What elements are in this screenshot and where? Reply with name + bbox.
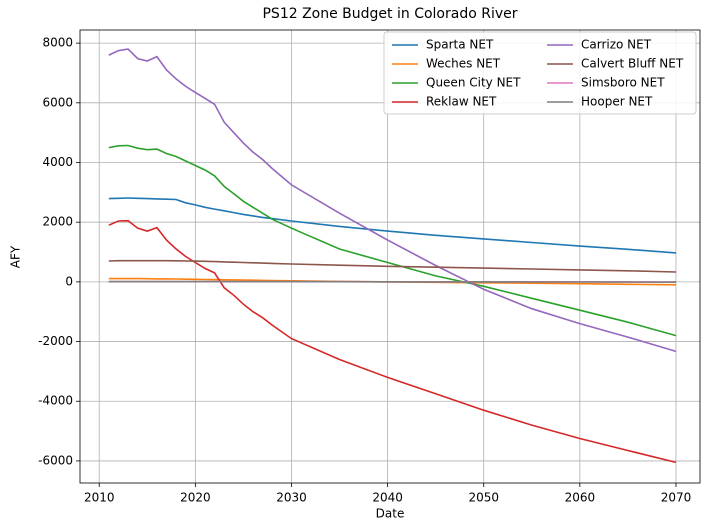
y-tick-label: 8000: [42, 36, 73, 50]
legend-box: [383, 31, 697, 115]
y-tick-label: -6000: [38, 453, 73, 467]
x-tick-label: 2050: [468, 491, 499, 505]
x-tick-label: 2070: [661, 491, 692, 505]
legend-label: Weches NET: [426, 57, 501, 71]
legend-label: Carrizo NET: [581, 38, 652, 52]
y-tick-label: -2000: [38, 334, 73, 348]
x-tick-label: 2030: [276, 491, 307, 505]
x-axis-label: Date: [376, 507, 405, 521]
x-tick-label: 2010: [84, 491, 115, 505]
plot-frame: [79, 29, 701, 484]
x-tick-label: 2060: [565, 491, 596, 505]
chart-title: PS12 Zone Budget in Colorado River: [262, 6, 517, 22]
x-tick-label: 2020: [180, 491, 211, 505]
series-line: [108, 144, 677, 337]
x-tick-label: 2040: [372, 491, 403, 505]
series-line: [108, 280, 677, 283]
series-line: [108, 197, 677, 254]
y-tick-label: 6000: [42, 95, 73, 109]
legend-label: Reklaw NET: [426, 95, 497, 109]
series-line: [108, 259, 677, 273]
y-tick-label: 4000: [42, 155, 73, 169]
legend-label: Queen City NET: [426, 76, 521, 90]
y-tick-label: 0: [65, 274, 73, 288]
y-axis-label: AFY: [9, 245, 23, 268]
y-tick-label: -4000: [38, 394, 73, 408]
legend-label: Sparta NET: [426, 38, 494, 52]
y-tick-label: 2000: [42, 215, 73, 229]
legend-label: Hooper NET: [581, 95, 653, 109]
legend: Sparta NET Weches NET Queen City NET Reklaw…: [383, 31, 697, 115]
series-line: [108, 219, 677, 464]
legend-label: Calvert Bluff NET: [581, 57, 684, 71]
legend-label: Simsboro NET: [581, 76, 665, 90]
